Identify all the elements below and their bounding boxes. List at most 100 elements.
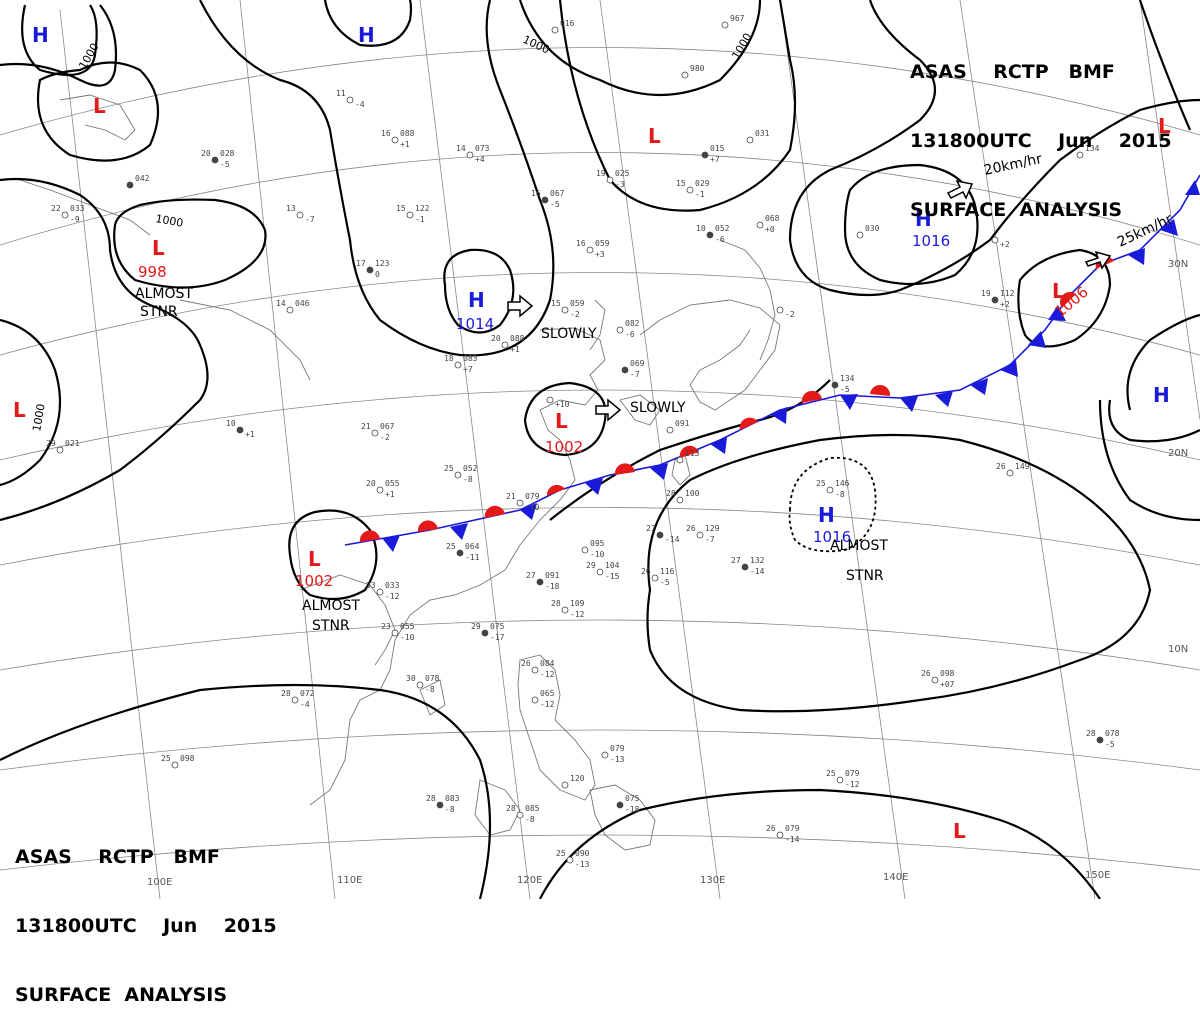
station-tendency: +4 — [475, 155, 485, 164]
station-tendency: +3 — [595, 250, 605, 259]
station-model-icon: 33 033 -12 — [366, 581, 400, 601]
station-pressure: 132 — [750, 556, 765, 565]
coastlines — [19, 94, 781, 851]
station-circle — [681, 71, 689, 79]
station-tendency: -18 — [545, 582, 560, 591]
station-pressure: 015 — [710, 144, 725, 153]
station-temp: 28 — [426, 794, 436, 803]
station-circle — [706, 231, 714, 239]
station-tendency: -5 — [1105, 740, 1115, 749]
high-pressure-center: H — [358, 23, 375, 47]
station-model-icon: 079-13 — [601, 744, 625, 764]
low-pressure-center: L — [93, 94, 106, 118]
station-temp: 23 — [381, 622, 391, 631]
station-model-icon: 16 059 +3 — [576, 239, 610, 259]
weather-map: 1000 1000 1000 1000 1000 — [0, 0, 1200, 899]
station-model-icon: 28 100 — [666, 489, 700, 504]
station-temp: 15 — [551, 299, 561, 308]
station-circle — [666, 426, 674, 434]
svg-text:1016: 1016 — [813, 528, 851, 546]
lon-label: 110E — [337, 875, 362, 886]
station-tendency: -12 — [845, 780, 860, 789]
station-pressure: 031 — [755, 129, 770, 138]
stnr-label: STNR — [140, 304, 178, 320]
station-temp: 28 — [1086, 729, 1096, 738]
station-circle — [701, 151, 709, 159]
station-circle — [366, 266, 374, 274]
station-circle — [454, 361, 462, 369]
svg-text:1002: 1002 — [295, 572, 333, 590]
station-circle — [696, 531, 704, 539]
low-pressure-center: L 1002 — [295, 547, 333, 590]
station-tendency: -8 — [445, 805, 455, 814]
lon-label: 100E — [147, 877, 172, 888]
station-circle — [296, 211, 304, 219]
almost-label: ALMOST — [302, 598, 360, 614]
high-pressure-center: H 1016 — [813, 503, 851, 546]
station-model-icon: 21 079 -10 — [506, 492, 540, 512]
station-tendency: -15 — [605, 572, 620, 581]
station-pressure: 072 — [300, 689, 315, 698]
station-pressure: 067 — [550, 189, 565, 198]
station-circle — [561, 606, 569, 614]
station-model-icon: 20 088 +1 — [491, 334, 525, 354]
svg-text:H: H — [358, 23, 375, 47]
station-pressure: 028 — [220, 149, 235, 158]
station-temp: 15 — [396, 204, 406, 213]
station-pressure: 055 — [400, 622, 415, 631]
station-pressure: 052 — [463, 464, 478, 473]
station-tendency: -8 — [835, 490, 845, 499]
station-tendency: -2 — [570, 310, 580, 319]
station-pressure: 122 — [415, 204, 430, 213]
station-circle — [606, 176, 614, 184]
station-temp: 25 — [816, 479, 826, 488]
station-pressure: 079 — [525, 492, 540, 501]
high-pressure-center: H 1016 — [912, 207, 950, 250]
header-bottom: ASAS RCTP BMF 131800UTC Jun 2015 SURFACE… — [15, 800, 277, 1030]
station-temp: 28 — [551, 599, 561, 608]
svg-text:H: H — [1153, 383, 1170, 407]
station-tendency: -11 — [465, 553, 480, 562]
station-circle — [456, 549, 464, 557]
station-temp: 13 — [286, 204, 296, 213]
station-circle — [676, 496, 684, 504]
station-model-icon: 10 052 -6 — [696, 224, 730, 244]
station-tendency: -8 — [525, 815, 535, 824]
lat-label: 30N — [1168, 259, 1188, 270]
station-tendency: -14 — [785, 835, 800, 844]
station-tendency: -12 — [540, 670, 555, 679]
header-line-2: 131800UTC Jun 2015 — [15, 915, 277, 937]
station-model-icon: 17 123 0 — [356, 259, 390, 279]
station-model-icon: 13 -7 — [286, 204, 315, 224]
station-model-icon: -2 — [776, 306, 795, 319]
station-temp: 15 — [676, 179, 686, 188]
station-circle — [56, 446, 64, 454]
station-pressure: 088 — [400, 129, 415, 138]
station-model-icon: 21 067 -2 — [361, 422, 395, 442]
svg-text:1002: 1002 — [545, 438, 583, 456]
station-model-icon: 15 059 -2 — [551, 299, 585, 319]
low-pressure-center: L — [648, 124, 661, 148]
station-pressure: 078 — [425, 674, 440, 683]
station-circle — [561, 306, 569, 314]
lon-label: 140E — [883, 872, 908, 883]
station-temp: 29 — [471, 622, 481, 631]
station-pressure: 067 — [380, 422, 395, 431]
station-temp: 25 — [444, 464, 454, 473]
station-circle — [616, 801, 624, 809]
station-circle — [516, 499, 524, 507]
station-pressure: 980 — [690, 64, 705, 73]
station-model-icon: 14 073 +4 — [456, 144, 490, 164]
station-circle — [391, 629, 399, 637]
svg-text:L: L — [1052, 279, 1065, 303]
station-pressure: 075 — [625, 794, 640, 803]
station-temp: 29 — [46, 439, 56, 448]
station-circle — [856, 231, 864, 239]
station-pressure: 064 — [465, 542, 480, 551]
station-tendency: +1 — [510, 345, 520, 354]
station-circle — [616, 326, 624, 334]
station-temp: 27 — [526, 571, 536, 580]
station-tendency: -5 — [660, 578, 670, 587]
station-circle — [686, 186, 694, 194]
station-pressure: 016 — [560, 19, 575, 28]
